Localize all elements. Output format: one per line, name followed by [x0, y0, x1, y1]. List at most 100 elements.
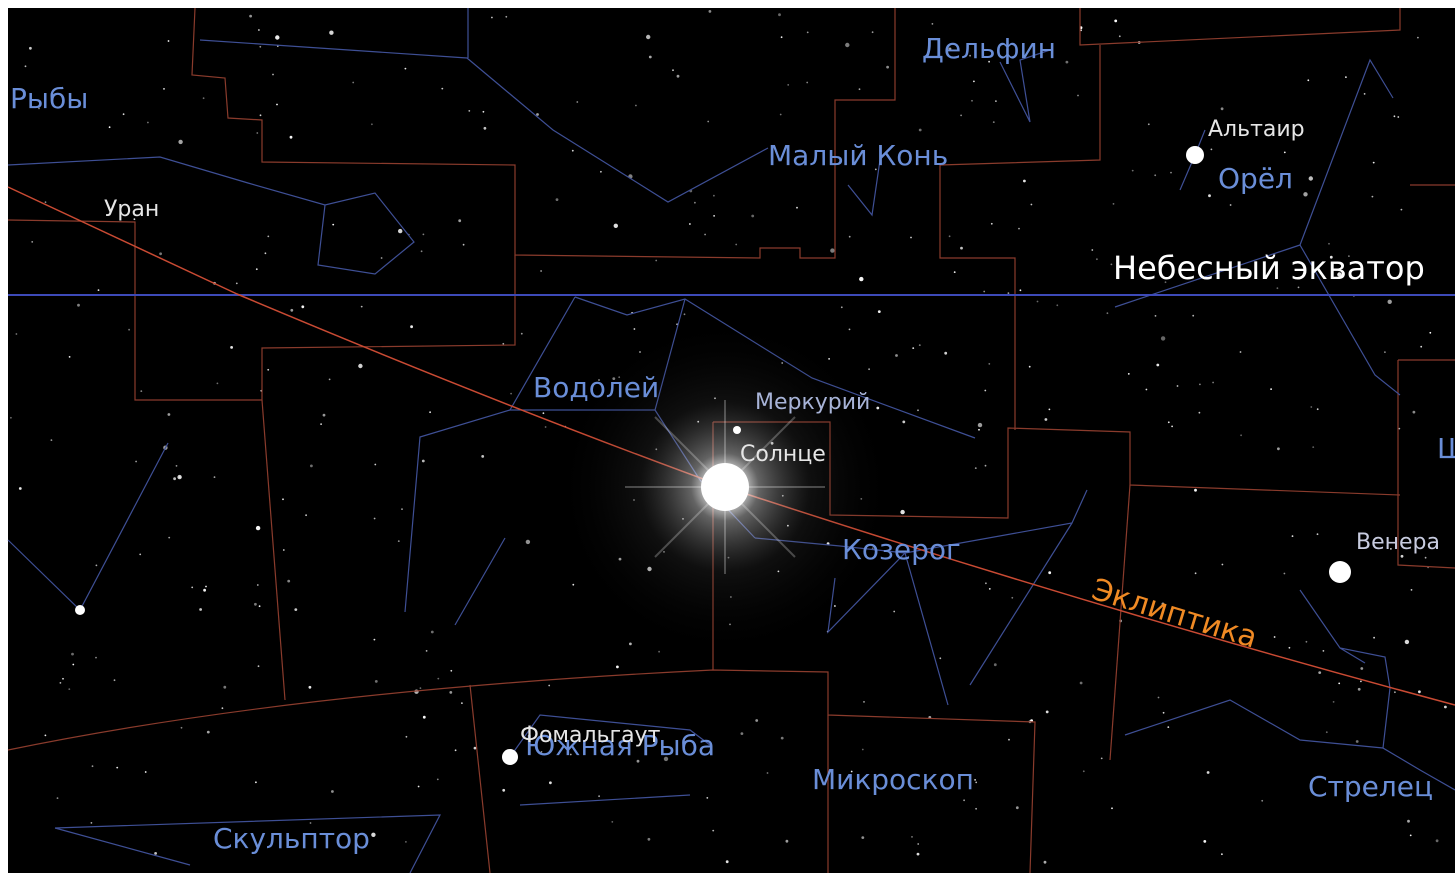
star [611, 821, 614, 823]
star [796, 206, 798, 209]
star [1429, 331, 1432, 334]
star [419, 687, 422, 689]
constellation-label: Орёл [1218, 162, 1293, 195]
star [1400, 554, 1404, 558]
star [1307, 79, 1310, 82]
star [1400, 208, 1403, 211]
star [358, 363, 363, 369]
star [374, 680, 378, 683]
star [276, 103, 278, 106]
star [1176, 385, 1179, 387]
star [1444, 705, 1447, 709]
star [422, 715, 426, 719]
star [1348, 255, 1350, 257]
star [91, 765, 94, 768]
star [874, 168, 877, 171]
star [360, 305, 363, 308]
star [483, 126, 487, 130]
star [139, 553, 142, 556]
star [1164, 281, 1167, 284]
star [24, 65, 27, 68]
star [371, 123, 373, 126]
star [50, 439, 53, 441]
star [122, 113, 125, 116]
star [223, 685, 227, 689]
star [473, 746, 477, 750]
star [301, 305, 305, 309]
star [290, 308, 294, 312]
star [572, 583, 575, 586]
star [1357, 687, 1361, 691]
star [704, 233, 706, 236]
star [255, 781, 257, 784]
star [168, 536, 171, 539]
star [1417, 36, 1419, 39]
star [1261, 799, 1264, 802]
star [401, 508, 403, 510]
star [178, 139, 183, 145]
star [751, 214, 755, 218]
star [425, 650, 428, 652]
star [1435, 839, 1439, 843]
star [1410, 589, 1413, 591]
star [1171, 425, 1173, 428]
star [450, 669, 453, 672]
star [1150, 262, 1154, 266]
star [948, 47, 952, 51]
star [1127, 373, 1130, 375]
star [256, 584, 259, 586]
star [206, 730, 210, 734]
constellation-label: Водолей [533, 371, 659, 404]
star [38, 107, 40, 110]
star [944, 351, 948, 355]
star [1044, 418, 1048, 421]
star [1045, 710, 1049, 714]
star [1145, 388, 1148, 391]
constellation-label: Стрелец [1308, 770, 1433, 803]
star [249, 14, 253, 18]
star [267, 368, 270, 371]
star [71, 652, 74, 656]
star [68, 356, 71, 358]
star [868, 368, 870, 371]
star [886, 65, 889, 69]
star [1008, 738, 1010, 741]
constellation-label: Рыбы [10, 82, 88, 115]
star [859, 276, 864, 282]
star [616, 665, 619, 669]
star [1240, 434, 1242, 437]
star [1288, 646, 1291, 649]
star [255, 268, 258, 271]
star [1112, 203, 1115, 205]
star [963, 799, 965, 802]
star [960, 246, 963, 250]
star [1316, 408, 1319, 411]
star [417, 785, 420, 788]
star [468, 110, 471, 112]
star [374, 463, 377, 466]
star [960, 114, 962, 117]
star [404, 67, 407, 70]
star [1194, 572, 1197, 575]
star [1192, 314, 1195, 317]
star [72, 663, 75, 666]
star [939, 657, 942, 660]
star [331, 790, 334, 793]
star [1194, 488, 1197, 492]
star [990, 222, 993, 225]
star [258, 29, 260, 31]
star [779, 113, 782, 116]
star [1082, 770, 1085, 773]
star [520, 332, 523, 335]
star [948, 235, 951, 238]
star [1373, 636, 1375, 639]
star [740, 732, 744, 735]
star [116, 766, 119, 769]
star [502, 342, 505, 345]
star [1318, 671, 1322, 674]
star [676, 74, 680, 78]
star [993, 663, 997, 667]
star [1091, 249, 1094, 251]
star [322, 413, 326, 417]
planet-label: Уран [104, 197, 159, 222]
